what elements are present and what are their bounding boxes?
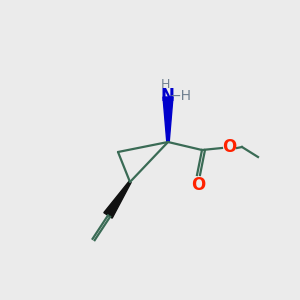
Text: −H: −H xyxy=(170,89,192,103)
Polygon shape xyxy=(163,97,173,142)
Text: O: O xyxy=(222,138,236,156)
Text: O: O xyxy=(191,176,205,194)
Polygon shape xyxy=(104,181,131,218)
Text: N: N xyxy=(160,87,174,105)
Text: H: H xyxy=(160,79,170,92)
